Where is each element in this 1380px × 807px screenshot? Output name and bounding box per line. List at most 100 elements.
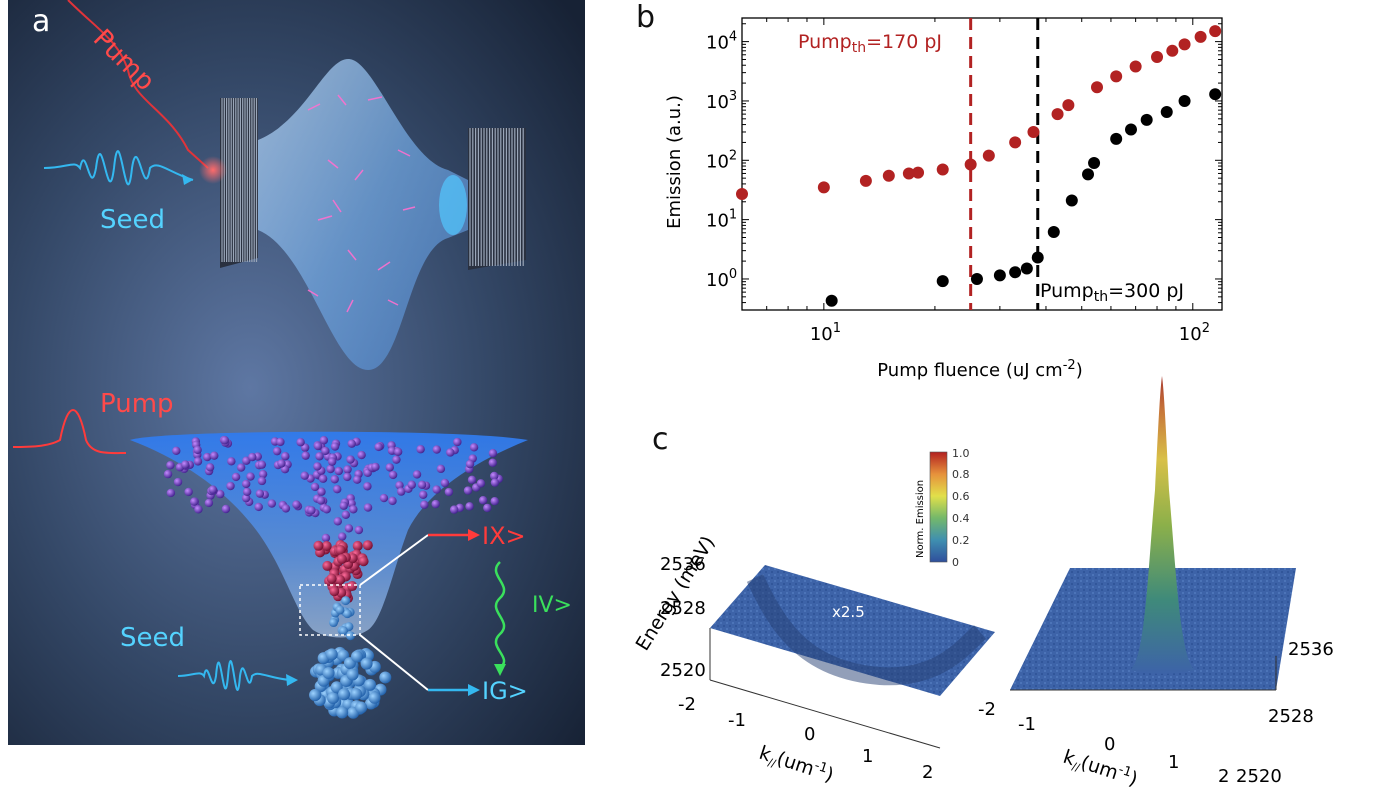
left-scale-label: x2.5 xyxy=(832,603,865,621)
exciton-particle xyxy=(465,502,474,511)
ig-particle xyxy=(322,667,335,680)
exciton-particle xyxy=(301,451,310,460)
exciton-particle xyxy=(467,475,477,484)
y-tick-label: 104 xyxy=(706,30,737,54)
panel-c-surfaces: x2.5 2536 2528 2520 -2 -1 0 1 2 Energy (… xyxy=(600,370,1380,803)
exciton-particle xyxy=(242,487,252,496)
excitation-strands xyxy=(307,94,416,313)
exciton-particle xyxy=(181,460,190,469)
left-energy-tick-3: 2520 xyxy=(660,660,706,681)
data-point xyxy=(964,158,977,171)
exciton-particle xyxy=(395,481,404,490)
exciton-particle xyxy=(226,481,235,491)
ix-particle xyxy=(322,560,333,571)
exciton-particle xyxy=(392,455,401,464)
bottom-pump-label: Pump xyxy=(100,389,174,419)
cavity-mode xyxy=(258,59,468,370)
exciton-particle xyxy=(385,463,394,472)
ix-particle xyxy=(358,556,369,567)
exciton-particle xyxy=(318,474,328,483)
exciton-particle xyxy=(204,498,214,508)
left-k-tick-1: -2 xyxy=(678,694,696,715)
panel-b-letter: b xyxy=(636,0,656,35)
right-mirror xyxy=(468,128,526,270)
exciton-particle xyxy=(388,470,398,480)
exciton-particle xyxy=(300,471,309,480)
data-point xyxy=(993,269,1006,282)
left-energy-tick-2: 2528 xyxy=(660,598,706,619)
exciton-particle xyxy=(347,439,356,448)
exciton-particle xyxy=(193,457,203,466)
exciton-particle xyxy=(310,482,320,492)
data-point xyxy=(1178,94,1191,107)
exciton-particle xyxy=(257,476,267,486)
ig-particle xyxy=(327,691,340,704)
data-point xyxy=(1031,251,1044,264)
top-seed-label: Seed xyxy=(100,205,165,235)
exciton-particle xyxy=(412,470,422,479)
exciton-particle xyxy=(352,475,362,484)
exciton-particle xyxy=(374,442,383,452)
ig-particle xyxy=(379,671,392,684)
annotation-red: Pumpth=170 pJ xyxy=(798,31,942,56)
left-k-tick-2: -1 xyxy=(728,710,746,731)
ix-state-label: IX> xyxy=(482,522,526,550)
exciton-particle xyxy=(326,464,335,474)
right-k-tick-3: 0 xyxy=(1104,734,1115,755)
exciton-particle xyxy=(334,466,343,476)
x-axis-label: Pump fluence (uJ cm-2) xyxy=(877,358,1082,381)
data-point xyxy=(1047,225,1060,238)
exciton-particle xyxy=(343,472,352,482)
exciton-particle xyxy=(420,500,429,509)
y-tick-label: 100 xyxy=(706,267,737,291)
exciton-particle xyxy=(393,447,403,457)
exciton-particle xyxy=(357,450,366,460)
exciton-particle xyxy=(208,485,218,494)
exciton-particle xyxy=(216,489,225,499)
data-point xyxy=(982,149,995,162)
bottom-pump-beam xyxy=(12,409,127,455)
exciton-particle xyxy=(388,496,397,506)
exciton-particle xyxy=(316,496,326,505)
exciton-particle xyxy=(190,497,199,506)
y-axis-label: Emission (a.u.) xyxy=(664,95,685,229)
exciton-particle xyxy=(220,436,230,445)
exciton-particle xyxy=(397,487,406,496)
left-k-tick-4: 1 xyxy=(862,746,873,767)
ig-particle xyxy=(364,678,377,691)
y-tick-label: 103 xyxy=(706,89,737,113)
right-k-tick-1: -2 xyxy=(978,699,996,720)
data-point xyxy=(1088,157,1101,170)
exciton-particle xyxy=(476,479,486,488)
exciton-particle xyxy=(346,455,355,464)
exciton-particle xyxy=(277,459,286,468)
exciton-particle xyxy=(449,505,459,514)
exciton-particle xyxy=(281,452,290,461)
exciton-particle xyxy=(203,452,212,462)
data-point xyxy=(1027,125,1040,138)
data-point xyxy=(1110,70,1123,83)
exciton-particle xyxy=(431,499,440,509)
ig-particle xyxy=(336,706,349,719)
condensate-peak xyxy=(1130,376,1195,674)
data-point xyxy=(1194,30,1207,43)
annotation-black: Pumpth=300 pJ xyxy=(1040,280,1184,305)
left-dispersion-band xyxy=(746,574,987,686)
exciton-particle xyxy=(281,504,291,513)
left-mirror xyxy=(220,98,258,268)
data-point xyxy=(1151,51,1164,64)
exciton-particle xyxy=(276,437,285,447)
exciton-particle xyxy=(490,497,499,506)
data-point xyxy=(817,181,830,194)
exciton-particle xyxy=(379,493,389,503)
bottom-seed-label: Seed xyxy=(120,623,185,653)
data-point xyxy=(1051,108,1064,121)
exciton-particle xyxy=(453,437,462,447)
ix-particle xyxy=(335,545,346,556)
ix-particle xyxy=(336,553,347,564)
data-point xyxy=(936,275,949,288)
exciton-particle xyxy=(194,505,203,514)
exciton-particle xyxy=(338,532,347,541)
ig-particle xyxy=(351,650,364,663)
exciton-particle xyxy=(166,460,175,470)
